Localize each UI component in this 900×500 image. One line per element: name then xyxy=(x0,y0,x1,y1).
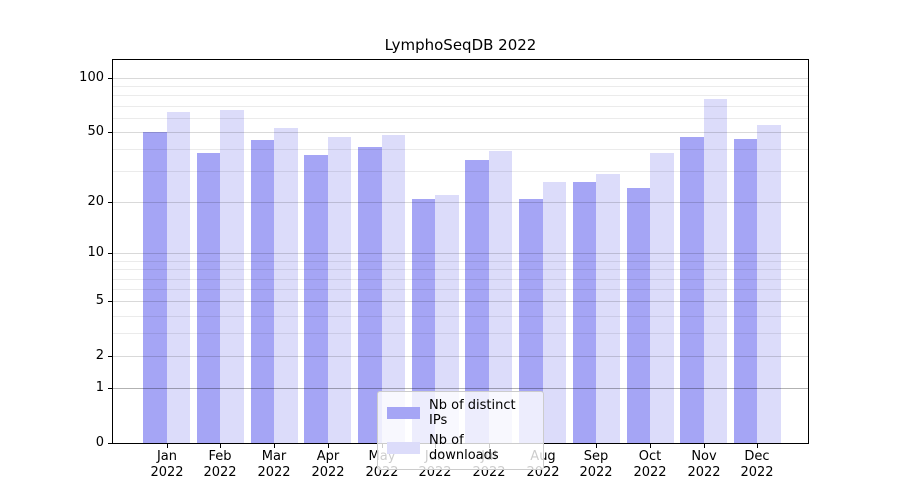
y-axis-label-10: 10 xyxy=(87,245,104,260)
legend: Nb of distinct IPs Nb of downloads xyxy=(377,391,544,470)
bar-distinct-ips-jul xyxy=(465,159,489,443)
x-axis-label-oct: Oct 2022 xyxy=(633,449,667,480)
x-axis-label-nov: Nov 2022 xyxy=(687,449,721,480)
x-axis-tick-sep xyxy=(596,444,597,448)
x-axis-label-apr: Apr 2022 xyxy=(311,449,345,480)
bar-downloads-jun xyxy=(435,195,459,443)
bar-distinct-ips-aug xyxy=(519,198,543,443)
legend-label-downloads: Nb of downloads xyxy=(429,433,499,463)
y-axis-tick-10 xyxy=(108,253,112,254)
y-axis-label-5: 5 xyxy=(95,293,104,308)
bar-downloads-apr xyxy=(327,136,352,443)
y-axis-label-50: 50 xyxy=(87,124,104,139)
x-axis-label-jan: Jan 2022 xyxy=(150,449,184,480)
bar-downloads-dec xyxy=(757,124,781,443)
chart-title: LymphoSeqDB 2022 xyxy=(384,36,537,54)
bar-downloads-mar xyxy=(274,127,298,443)
bar-downloads-aug xyxy=(542,182,567,443)
x-axis-tick-nov xyxy=(704,444,705,448)
y-axis-label-20: 20 xyxy=(87,194,104,209)
plot-area xyxy=(112,59,809,444)
bar-downloads-feb xyxy=(220,110,244,443)
bar-downloads-jul xyxy=(488,151,513,443)
bar-distinct-ips-mar xyxy=(250,140,275,443)
bar-downloads-nov xyxy=(703,99,728,443)
y-axis-label-1: 1 xyxy=(95,380,104,395)
gridline-100 xyxy=(113,78,808,79)
y-axis-label-2: 2 xyxy=(95,348,104,363)
x-axis-label-feb: Feb 2022 xyxy=(203,449,237,480)
x-axis-tick-dec xyxy=(757,444,758,448)
x-axis-label-mar: Mar 2022 xyxy=(257,449,291,480)
bar-distinct-ips-may xyxy=(358,147,382,443)
y-axis-tick-2 xyxy=(108,356,112,357)
y-axis-tick-50 xyxy=(108,132,112,133)
legend-swatch-downloads xyxy=(387,442,420,454)
x-axis-label-dec: Dec 2022 xyxy=(740,449,774,480)
legend-item-distinct-ips: Nb of distinct IPs xyxy=(387,398,534,428)
bar-distinct-ips-apr xyxy=(304,155,328,443)
gridline-90 xyxy=(113,86,808,87)
x-axis-tick-feb xyxy=(220,444,221,448)
bar-downloads-sep xyxy=(596,174,620,443)
x-axis-label-sep: Sep 2022 xyxy=(579,449,613,480)
bar-distinct-ips-jun xyxy=(411,198,436,443)
x-axis-tick-mar xyxy=(274,444,275,448)
y-axis-tick-100 xyxy=(108,78,112,79)
bar-distinct-ips-sep xyxy=(572,182,597,443)
bar-downloads-jan xyxy=(166,111,191,443)
bar-distinct-ips-jan xyxy=(143,132,167,443)
y-axis-tick-1 xyxy=(108,388,112,389)
gridline-80 xyxy=(113,95,808,96)
legend-swatch-distinct-ips xyxy=(387,407,420,419)
bar-distinct-ips-dec xyxy=(733,138,758,443)
x-axis-tick-apr xyxy=(328,444,329,448)
x-axis-tick-jan xyxy=(167,444,168,448)
y-axis-tick-20 xyxy=(108,202,112,203)
y-axis-label-0: 0 xyxy=(95,435,104,450)
legend-item-downloads: Nb of downloads xyxy=(387,433,534,463)
y-axis-label-100: 100 xyxy=(79,70,104,85)
bar-distinct-ips-feb xyxy=(196,153,221,443)
bar-downloads-oct xyxy=(650,153,674,443)
bar-distinct-ips-nov xyxy=(680,136,704,443)
bar-distinct-ips-oct xyxy=(626,188,650,443)
legend-label-distinct-ips: Nb of distinct IPs xyxy=(429,398,516,428)
y-axis-tick-5 xyxy=(108,301,112,302)
x-axis-tick-oct xyxy=(650,444,651,448)
bar-downloads-may xyxy=(381,135,405,443)
y-axis-tick-0 xyxy=(108,443,112,444)
